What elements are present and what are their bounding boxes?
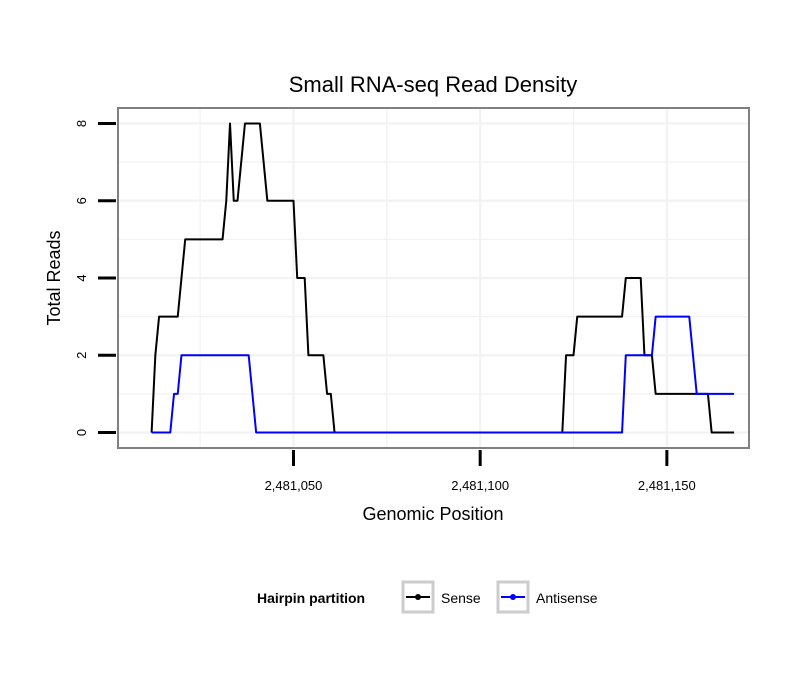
y-tick-label: 2	[74, 352, 89, 359]
y-tick-label: 4	[74, 274, 89, 281]
y-tick-label: 6	[74, 197, 89, 204]
x-tick-label: 2,481,100	[451, 478, 509, 493]
y-tick-label: 0	[74, 429, 89, 436]
chart-title: Small RNA-seq Read Density	[289, 72, 578, 97]
x-axis: 2,481,050 2,481,100 2,481,150	[265, 450, 696, 493]
panel-border	[117, 107, 750, 449]
y-tick-label: 8	[74, 120, 89, 127]
legend-label-sense: Sense	[441, 590, 481, 606]
x-axis-title: Genomic Position	[362, 504, 503, 524]
legend-label-antisense: Antisense	[536, 590, 598, 606]
plot-panel	[117, 107, 750, 449]
legend-item-sense: Sense	[401, 580, 481, 614]
y-axis: 0 2 4 6 8	[74, 120, 116, 436]
legend-item-antisense: Antisense	[496, 580, 598, 614]
y-axis-title: Total Reads	[44, 230, 64, 325]
legend-title: Hairpin partition	[257, 590, 365, 606]
legend-dot-antisense	[510, 594, 516, 600]
x-tick-label: 2,481,150	[638, 478, 696, 493]
legend-dot-sense	[415, 594, 421, 600]
legend: Hairpin partition Sense Antisense	[257, 580, 598, 614]
series-line-antisense	[151, 315, 735, 434]
data-lines	[150, 122, 735, 434]
series-line-sense	[150, 122, 735, 434]
x-tick-label: 2,481,050	[265, 478, 323, 493]
